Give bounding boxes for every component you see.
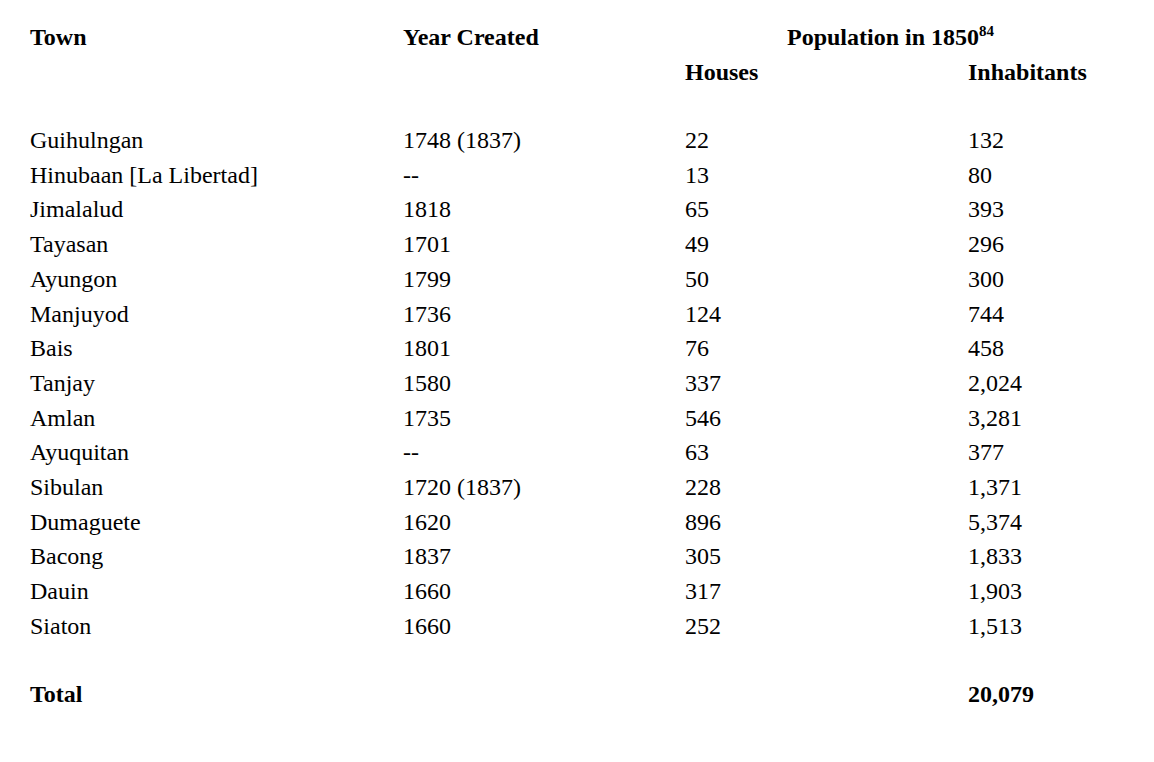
table-row: Guihulngan1748 (1837)22132 <box>30 123 1124 158</box>
cell-inhabitants: 458 <box>968 331 1124 366</box>
table-header-row-2: Houses Inhabitants <box>30 55 1124 90</box>
cell-houses: 896 <box>685 505 968 540</box>
table-row: Sibulan1720 (1837)2281,371 <box>30 470 1124 505</box>
cell-year: 1660 <box>403 609 685 644</box>
cell-houses: 228 <box>685 470 968 505</box>
cell-inhabitants: 393 <box>968 192 1124 227</box>
table-body: Guihulngan1748 (1837)22132Hinubaan [La L… <box>30 123 1124 644</box>
cell-town: Sibulan <box>30 470 403 505</box>
cell-town: Hinubaan [La Libertad] <box>30 158 403 193</box>
cell-year: 1580 <box>403 366 685 401</box>
cell-houses: 63 <box>685 435 968 470</box>
cell-houses: 22 <box>685 123 968 158</box>
table-header-row-1: Town Year Created Population in 185084 <box>30 20 1124 55</box>
cell-town: Tayasan <box>30 227 403 262</box>
cell-town: Siaton <box>30 609 403 644</box>
cell-inhabitants: 80 <box>968 158 1124 193</box>
cell-inhabitants: 132 <box>968 123 1124 158</box>
table-row: Ayungon179950300 <box>30 262 1124 297</box>
cell-year: 1748 (1837) <box>403 123 685 158</box>
cell-town: Dauin <box>30 574 403 609</box>
cell-year: 1735 <box>403 401 685 436</box>
footnote-marker: 84 <box>979 23 994 39</box>
cell-inhabitants: 5,374 <box>968 505 1124 540</box>
cell-houses: 252 <box>685 609 968 644</box>
document-page: Town Year Created Population in 185084 H… <box>0 0 1154 762</box>
cell-year: -- <box>403 158 685 193</box>
table-row: Bacong18373051,833 <box>30 539 1124 574</box>
cell-year: 1801 <box>403 331 685 366</box>
table-row: Ayuquitan--63377 <box>30 435 1124 470</box>
cell-town: Bais <box>30 331 403 366</box>
cell-town: Ayungon <box>30 262 403 297</box>
cell-houses: 49 <box>685 227 968 262</box>
cell-year: -- <box>403 435 685 470</box>
cell-town: Ayuquitan <box>30 435 403 470</box>
cell-houses: 124 <box>685 297 968 332</box>
cell-year: 1660 <box>403 574 685 609</box>
cell-inhabitants: 377 <box>968 435 1124 470</box>
cell-inhabitants: 296 <box>968 227 1124 262</box>
cell-houses: 13 <box>685 158 968 193</box>
column-group-header-population: Population in 185084 <box>685 20 1124 55</box>
cell-town: Tanjay <box>30 366 403 401</box>
cell-inhabitants: 1,833 <box>968 539 1124 574</box>
column-header-town: Town <box>30 20 403 55</box>
cell-inhabitants: 3,281 <box>968 401 1124 436</box>
cell-houses: 305 <box>685 539 968 574</box>
column-header-year-created: Year Created <box>403 20 685 55</box>
cell-year: 1736 <box>403 297 685 332</box>
table-row: Bais180176458 <box>30 331 1124 366</box>
table-row: Manjuyod1736124744 <box>30 297 1124 332</box>
table-row: Siaton16602521,513 <box>30 609 1124 644</box>
population-group-label: Population in 1850 <box>787 24 979 50</box>
cell-town: Guihulngan <box>30 123 403 158</box>
cell-houses: 65 <box>685 192 968 227</box>
cell-town: Amlan <box>30 401 403 436</box>
table-row: Amlan17355463,281 <box>30 401 1124 436</box>
table-row: Tayasan170149296 <box>30 227 1124 262</box>
cell-inhabitants: 1,513 <box>968 609 1124 644</box>
total-inhabitants-value: 20,079 <box>968 677 1124 712</box>
column-header-inhabitants: Inhabitants <box>968 55 1124 90</box>
cell-year: 1818 <box>403 192 685 227</box>
cell-town: Manjuyod <box>30 297 403 332</box>
cell-year: 1837 <box>403 539 685 574</box>
cell-year: 1720 (1837) <box>403 470 685 505</box>
cell-town: Jimalalud <box>30 192 403 227</box>
cell-year: 1701 <box>403 227 685 262</box>
column-header-houses: Houses <box>685 55 968 90</box>
cell-houses: 50 <box>685 262 968 297</box>
cell-town: Bacong <box>30 539 403 574</box>
table-row: Jimalalud181865393 <box>30 192 1124 227</box>
cell-inhabitants: 1,371 <box>968 470 1124 505</box>
cell-year: 1799 <box>403 262 685 297</box>
cell-inhabitants: 300 <box>968 262 1124 297</box>
cell-inhabitants: 2,024 <box>968 366 1124 401</box>
table-row: Dumaguete16208965,374 <box>30 505 1124 540</box>
table-row: Hinubaan [La Libertad]--1380 <box>30 158 1124 193</box>
cell-year: 1620 <box>403 505 685 540</box>
cell-houses: 546 <box>685 401 968 436</box>
total-label: Total <box>30 677 403 712</box>
cell-inhabitants: 1,903 <box>968 574 1124 609</box>
cell-town: Dumaguete <box>30 505 403 540</box>
table-row: Tanjay15803372,024 <box>30 366 1124 401</box>
cell-inhabitants: 744 <box>968 297 1124 332</box>
table-total-row: Total 20,079 <box>30 677 1124 712</box>
cell-houses: 317 <box>685 574 968 609</box>
cell-houses: 337 <box>685 366 968 401</box>
table-row: Dauin16603171,903 <box>30 574 1124 609</box>
cell-houses: 76 <box>685 331 968 366</box>
